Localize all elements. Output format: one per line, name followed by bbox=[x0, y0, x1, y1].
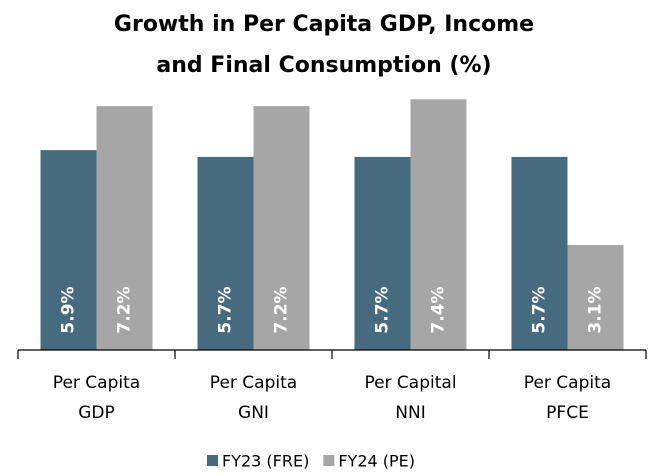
x-tick-label: Per Capita GDP bbox=[52, 373, 141, 423]
bar bbox=[96, 106, 153, 350]
value-label: 5.7% bbox=[373, 286, 393, 333]
bar bbox=[410, 99, 467, 350]
legend-label: FY23 (FRE) bbox=[222, 452, 309, 471]
bar bbox=[511, 156, 568, 350]
value-label: 5.7% bbox=[530, 286, 550, 333]
bar bbox=[567, 244, 624, 350]
value-label: 5.7% bbox=[216, 286, 236, 333]
x-tick-label: Per Capital NNI bbox=[364, 373, 457, 423]
bar bbox=[197, 156, 254, 350]
value-label: 7.2% bbox=[115, 286, 135, 333]
x-tick-label: Per Capita PFCE bbox=[523, 373, 612, 423]
chart-title: Growth in Per Capita GDP, Income and Fin… bbox=[113, 12, 535, 78]
bar bbox=[40, 150, 97, 350]
value-label: 5.9% bbox=[59, 286, 79, 333]
value-label: 7.2% bbox=[272, 286, 292, 333]
bar bbox=[253, 106, 310, 350]
legend-swatch bbox=[207, 455, 218, 466]
value-label: 3.1% bbox=[586, 286, 606, 333]
bar bbox=[354, 156, 411, 350]
legend-swatch bbox=[323, 455, 335, 466]
legend-label: FY24 (PE) bbox=[338, 452, 415, 471]
value-label: 7.4% bbox=[429, 286, 449, 333]
x-tick-label: Per Capita GNI bbox=[209, 373, 298, 423]
